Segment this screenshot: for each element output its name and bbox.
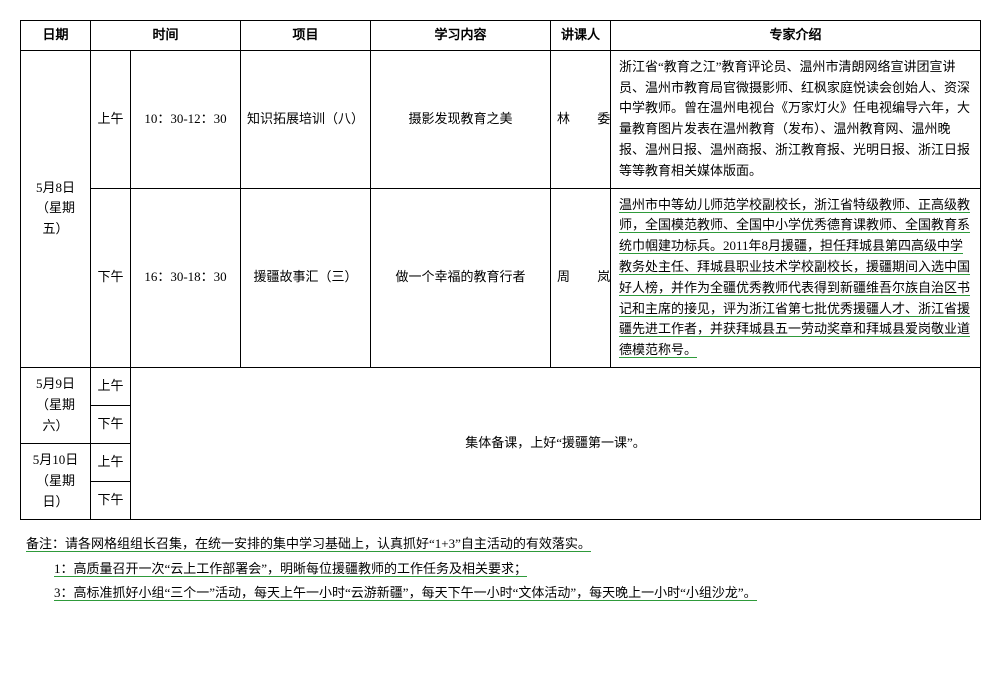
- col-date: 日期: [21, 21, 91, 51]
- cell-speaker: 林 委: [551, 50, 611, 188]
- col-project: 项目: [241, 21, 371, 51]
- cell-ampm: 上午: [91, 50, 131, 188]
- cell-speaker: 周 岚: [551, 188, 611, 367]
- schedule-table: 日期 时间 项目 学习内容 讲课人 专家介绍 5月8日（星期五） 上午 10：3…: [20, 20, 981, 520]
- cell-time: 16：30-18：30: [131, 188, 241, 367]
- cell-merged-content: 集体备课，上好“援疆第一课”。: [131, 367, 981, 519]
- note-line: 1：高质量召开一次“云上工作部署会”，明晰每位援疆教师的工作任务及相关要求；: [26, 557, 980, 582]
- cell-ampm: 下午: [91, 405, 131, 443]
- cell-ampm: 下午: [91, 188, 131, 367]
- cell-time: 10：30-12：30: [131, 50, 241, 188]
- cell-project: 援疆故事汇（三）: [241, 188, 371, 367]
- note-line: 备注：请各网格组组长召集，在统一安排的集中学习基础上，认真抓好“1+3”自主活动…: [26, 532, 980, 557]
- table-row: 5月9日（星期六） 上午 集体备课，上好“援疆第一课”。: [21, 367, 981, 405]
- cell-content: 摄影发现教育之美: [371, 50, 551, 188]
- col-content: 学习内容: [371, 21, 551, 51]
- table-row: 下午 16：30-18：30 援疆故事汇（三） 做一个幸福的教育行者 周 岚 温…: [21, 188, 981, 367]
- table-row: 5月8日（星期五） 上午 10：30-12：30 知识拓展培训（八） 摄影发现教…: [21, 50, 981, 188]
- notes-block: 备注：请各网格组组长召集，在统一安排的集中学习基础上，认真抓好“1+3”自主活动…: [20, 532, 980, 606]
- cell-date: 5月9日（星期六）: [21, 367, 91, 443]
- cell-bio: 浙江省“教育之江”教育评论员、温州市清朗网络宣讲团宣讲员、温州市教育局官微摄影师…: [611, 50, 981, 188]
- note-line: 3：高标准抓好小组“三个一”活动，每天上午一小时“云游新疆”，每天下午一小时“文…: [26, 581, 980, 606]
- cell-date: 5月10日（星期日）: [21, 443, 91, 519]
- cell-project: 知识拓展培训（八）: [241, 50, 371, 188]
- cell-ampm: 下午: [91, 481, 131, 519]
- cell-ampm: 上午: [91, 367, 131, 405]
- cell-content: 做一个幸福的教育行者: [371, 188, 551, 367]
- cell-date: 5月8日（星期五）: [21, 50, 91, 367]
- col-time: 时间: [91, 21, 241, 51]
- cell-ampm: 上午: [91, 443, 131, 481]
- col-bio: 专家介绍: [611, 21, 981, 51]
- col-speaker: 讲课人: [551, 21, 611, 51]
- header-row: 日期 时间 项目 学习内容 讲课人 专家介绍: [21, 21, 981, 51]
- cell-bio: 温州市中等幼儿师范学校副校长，浙江省特级教师、正高级教师，全国模范教师、全国中小…: [611, 188, 981, 367]
